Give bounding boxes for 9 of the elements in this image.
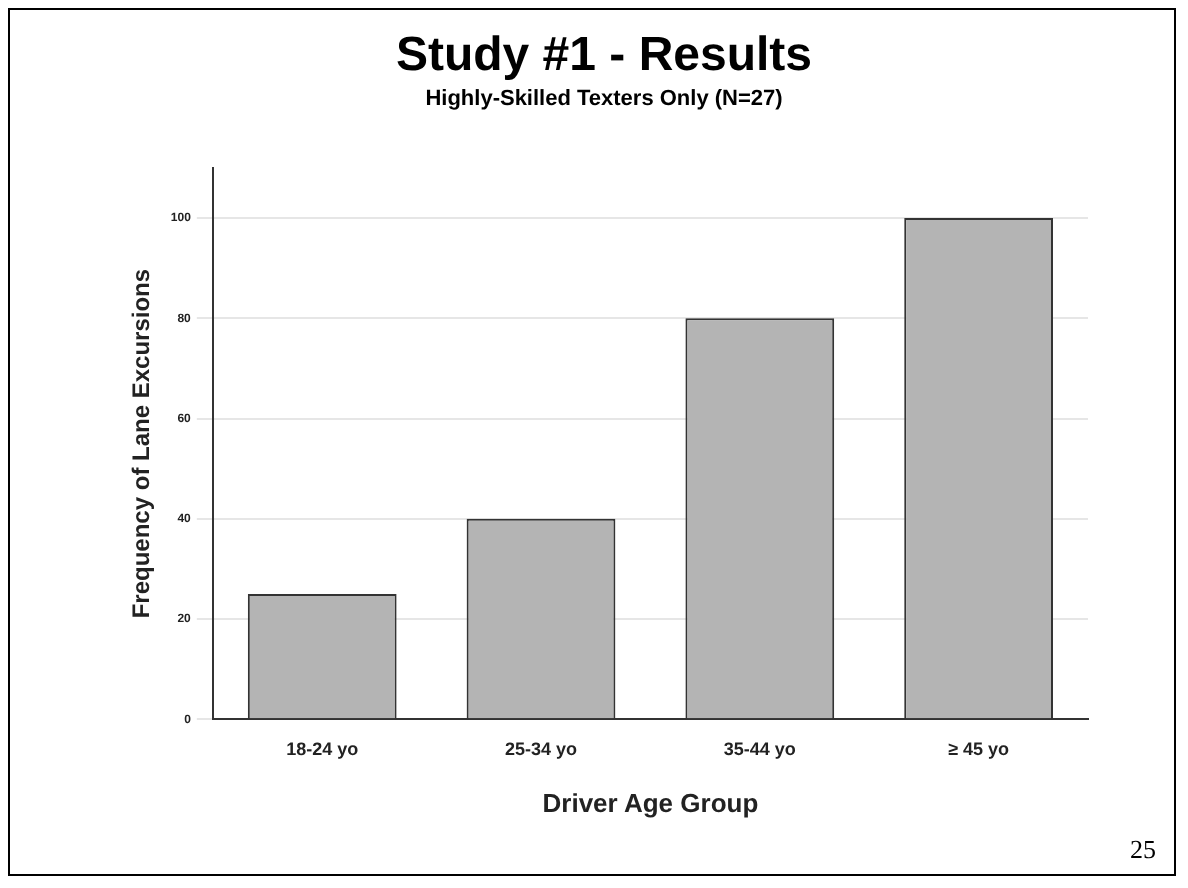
x-tick-label: 35-44 yo (723, 738, 797, 759)
text: 25 (1130, 833, 1156, 864)
x-tick-label: 25-34 yo (504, 738, 579, 759)
x-axis-title: Driver Age Group (542, 787, 759, 818)
chart-subtitle: Highly-Skilled Texters Only (N=27) (425, 86, 784, 111)
x-tick-label: 18-24 yo (286, 738, 360, 759)
x-tick-label: ≥ 45 yo (948, 738, 1011, 759)
y-axis-title: Frequency of Lane Excursions (127, 268, 156, 619)
chart-title: Study #1 - Results (395, 28, 813, 83)
